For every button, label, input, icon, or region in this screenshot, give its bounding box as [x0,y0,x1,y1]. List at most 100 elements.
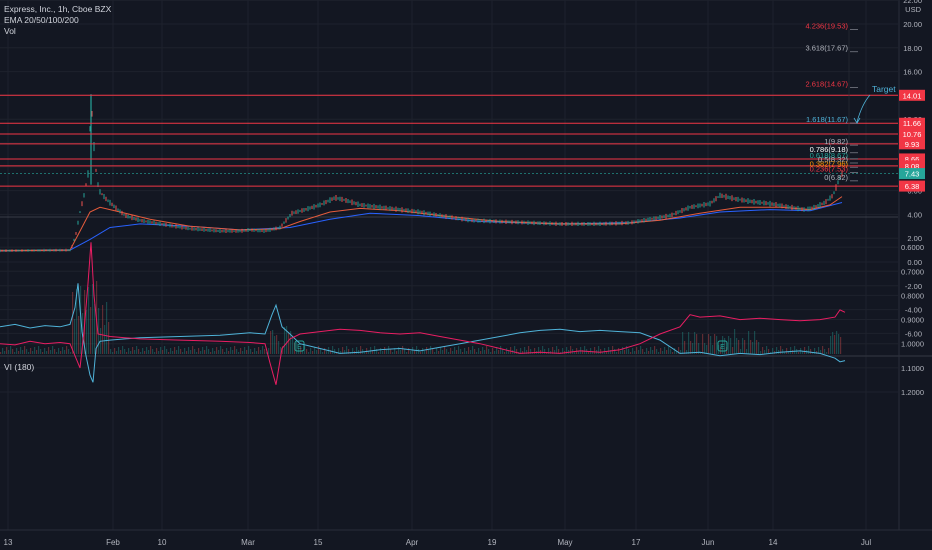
vi-indicator-label: VI (180) [4,362,35,372]
volume-bar [466,351,468,354]
volume-bar [732,347,734,354]
volume-bar [490,352,492,354]
volume-bar [116,351,118,354]
volume-bar [502,349,504,354]
volume-bar [758,342,760,354]
volume-bar [396,351,398,354]
volume-bar [174,347,176,354]
volume-bar [814,348,816,354]
volume-bar [190,350,192,354]
volume-bar [446,349,448,354]
fib-label: 0.786(9.18) [810,145,849,154]
vi-axis-tick: 0.9000 [901,316,924,325]
volume-bar [112,352,114,354]
volume-bar [566,347,568,354]
volume-bar [676,351,678,354]
fib-label: 4.236(19.53) [805,22,848,31]
level-price-tag [899,138,925,150]
volume-bar [228,351,230,354]
volume-bar [662,351,664,354]
volume-bar [244,347,246,354]
volume-bar [684,341,686,354]
volume-bar [724,338,726,354]
volume-bar [678,347,680,354]
volume-bar [538,347,540,354]
volume-bar [308,352,310,354]
volume-bar [266,352,268,354]
volume-bar [624,350,626,354]
volume-bar [56,352,58,354]
volume-bar [342,347,344,354]
volume-bar [454,347,456,354]
volume-bar [346,346,348,354]
volume-bar [452,351,454,354]
volume-bar [812,352,814,354]
volume-bar [686,350,688,354]
volume-bar [594,347,596,354]
volume-bar [46,351,48,354]
volume-bar [58,348,60,354]
volume-bar [254,348,256,354]
level-price-tag-label: 8.66 [905,155,920,164]
volume-bar [4,351,6,354]
volume-bar [708,334,710,354]
volume-bar [520,348,522,354]
volume-bar [612,346,614,354]
volume-bar [302,350,304,354]
volume-bar [702,334,704,354]
volume-bar [208,349,210,354]
volume-bar [474,349,476,354]
time-axis-tick: Jul [861,538,871,547]
volume-bar [590,348,592,354]
volume-bar [478,348,480,354]
volume-bar [70,352,72,354]
volume-bar [42,352,44,354]
volume-bar [582,350,584,354]
volume-bar [200,351,202,354]
fib-label: 0.618(8.67) [810,151,849,160]
earnings-marker[interactable] [294,340,305,352]
volume-bar [40,349,42,354]
earnings-marker[interactable] [717,340,728,352]
volume-bar [232,350,234,354]
volume-bar [114,348,116,354]
volume-bar [210,352,212,354]
fib-label: 1(9.82) [824,137,848,146]
volume-bar [744,340,746,354]
volume-bar [378,352,380,354]
volume-bar [448,352,450,354]
volume-bar [66,346,68,354]
volume-bar [154,352,156,354]
volume-bar [620,351,622,354]
volume-bar [706,345,708,354]
volume-bar [578,351,580,354]
volume-bar [284,327,286,354]
price-axis-tick: 18.00 [903,44,922,53]
volume-bar [326,351,328,354]
volume-bar [170,348,172,354]
volume-bar [166,349,168,354]
price-axis-tick: -4.00 [905,306,922,315]
volume-bar [120,350,122,354]
volume-bar [734,329,736,354]
fib-label: 0.5(8.32) [818,155,849,164]
volume-bar [148,350,150,354]
volume-bar [8,350,10,354]
last-price-tag-label: 7.43 [905,170,920,179]
volume-bar [480,351,482,354]
fib-label: 3.618(17.67) [805,44,848,53]
volume-bar [38,346,40,354]
price-axis-tick: 0.00 [907,258,922,267]
volume-bar [716,336,718,354]
volume-bar [262,346,264,354]
volume-bar [12,349,14,354]
volume-bar [32,351,34,354]
volume-bar [468,347,470,354]
volume-bar [528,346,530,354]
volume-bar [802,351,804,354]
volume-bar [36,350,38,354]
volume-bar [610,350,612,354]
volume-bar [278,341,280,354]
volume-bar [690,341,692,354]
